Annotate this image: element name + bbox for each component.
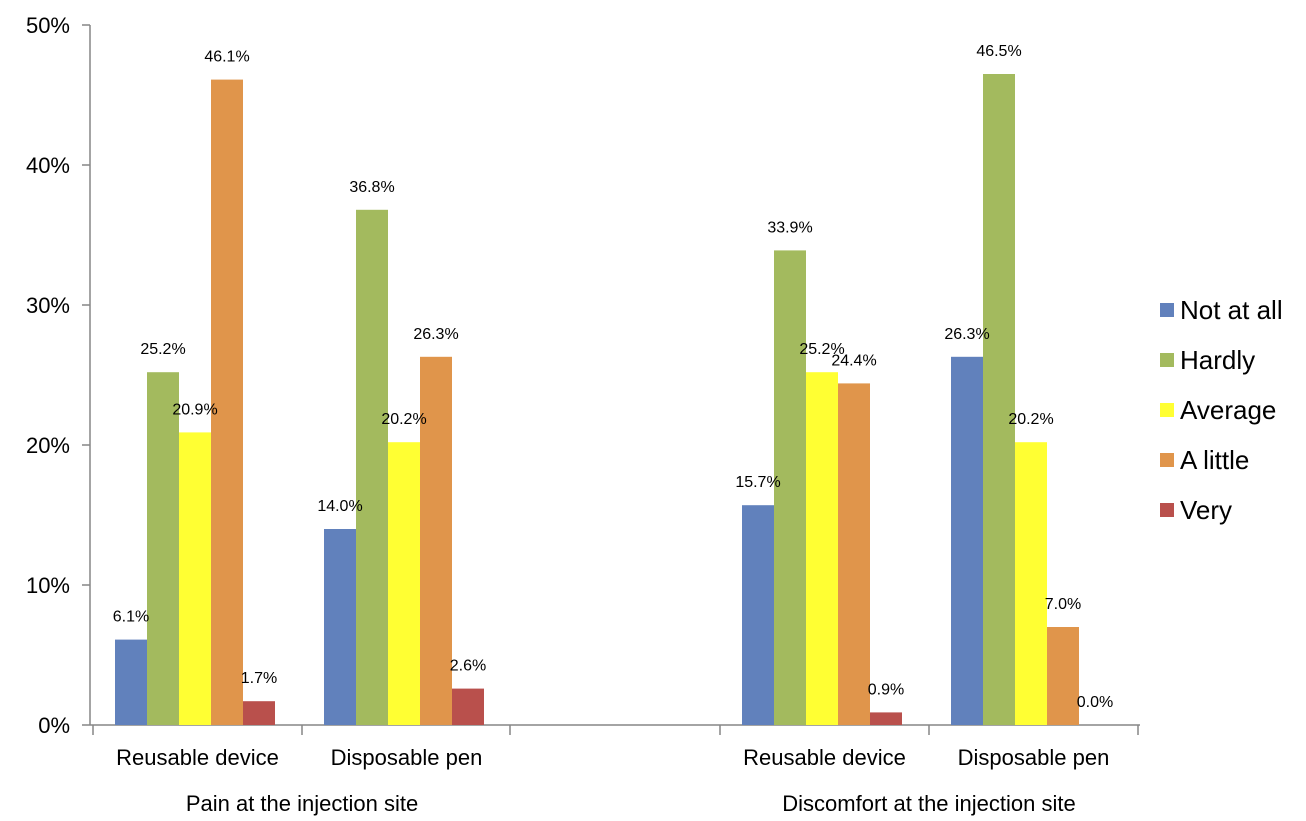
data-label: 1.7% [241, 670, 277, 687]
bar [452, 688, 484, 725]
bar [951, 356, 983, 725]
y-axis: 0% 10% 20% 30% 40% 50% [26, 13, 91, 738]
category-labels: Reusable device Disposable pen Reusable de… [116, 745, 1109, 770]
legend-swatch [1160, 353, 1174, 367]
bar [983, 74, 1015, 725]
bar [1015, 442, 1047, 725]
category-label: Disposable pen [958, 745, 1110, 770]
data-label: 20.9% [172, 401, 217, 418]
y-tick-label: 20% [26, 433, 70, 458]
data-label: 33.9% [767, 219, 812, 236]
y-tick-label: 30% [26, 293, 70, 318]
category-label: Reusable device [743, 745, 906, 770]
bar [774, 250, 806, 725]
legend-swatch [1160, 403, 1174, 417]
bar [742, 505, 774, 725]
data-label: 7.0% [1045, 596, 1081, 613]
bar [870, 712, 902, 725]
bar [147, 372, 179, 725]
legend-label: A little [1180, 445, 1249, 475]
group-label: Pain at the injection site [186, 791, 418, 816]
data-label: 25.2% [140, 341, 185, 358]
bar [211, 79, 243, 726]
bar [388, 442, 420, 725]
data-label: 0.0% [1077, 694, 1113, 711]
data-label: 20.2% [1008, 411, 1053, 428]
legend-label: Hardly [1180, 345, 1255, 375]
legend: Not at all Hardly Average A little Very [1160, 295, 1283, 525]
bar [1047, 627, 1079, 725]
data-label: 36.8% [349, 179, 394, 196]
y-tick-label: 40% [26, 153, 70, 178]
data-label: 15.7% [735, 474, 780, 491]
bar [806, 372, 838, 725]
group-labels: Pain at the injection site Discomfort at … [186, 791, 1076, 816]
data-label: 24.4% [831, 352, 876, 369]
data-label: 6.1% [113, 609, 149, 626]
legend-swatch [1160, 503, 1174, 517]
legend-label: Average [1180, 395, 1276, 425]
legend-label: Very [1180, 495, 1232, 525]
bar [838, 383, 870, 725]
bar [115, 639, 147, 725]
bar [356, 209, 388, 726]
legend-label: Not at all [1180, 295, 1283, 325]
legend-swatch [1160, 303, 1174, 317]
bar [420, 356, 452, 725]
bar [243, 701, 275, 725]
data-label: 26.3% [413, 326, 458, 343]
data-label: 46.1% [204, 49, 249, 66]
data-label: 2.6% [450, 658, 486, 675]
category-label: Reusable device [116, 745, 279, 770]
legend-swatch [1160, 453, 1174, 467]
data-labels: 6.1% 25.2% 20.9% 46.1% 1.7% 14.0% 36.8% 20.2% 26… [113, 43, 1113, 711]
bar [179, 432, 211, 725]
data-label: 26.3% [944, 326, 989, 343]
bars [115, 74, 1079, 726]
category-label: Disposable pen [331, 745, 483, 770]
data-label: 14.0% [317, 498, 362, 515]
group-label: Discomfort at the injection site [782, 791, 1075, 816]
data-label: 46.5% [976, 43, 1021, 60]
bar [324, 529, 356, 725]
y-tick-label: 50% [26, 13, 70, 38]
y-tick-label: 0% [38, 713, 70, 738]
y-tick-label: 10% [26, 573, 70, 598]
data-label: 0.9% [868, 681, 904, 698]
data-label: 20.2% [381, 411, 426, 428]
data-label: 25.2% [799, 341, 844, 358]
x-axis [90, 724, 1140, 735]
